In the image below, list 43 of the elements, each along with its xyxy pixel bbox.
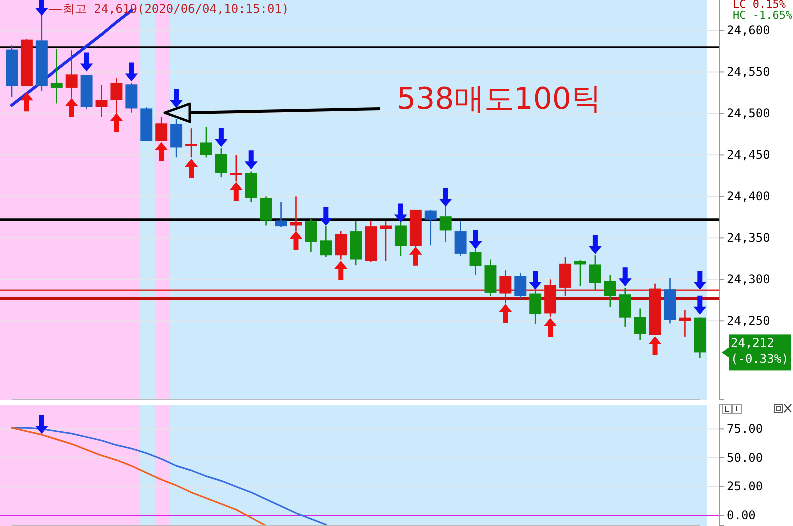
candlestick [230, 154, 242, 182]
y-tick-label: 25.00 [727, 480, 764, 494]
point [694, 271, 707, 290]
candlestick [335, 230, 348, 260]
y-tick-label: 24,450 [727, 148, 770, 162]
candlestick [530, 290, 542, 326]
candlestick [305, 218, 318, 253]
y-tick-label: 24,600 [727, 24, 770, 38]
candlestick [500, 270, 512, 304]
candlestick [619, 287, 632, 328]
y-tick-label: 24,250 [727, 314, 770, 328]
point [529, 271, 542, 290]
annotation: 538매도100틱 [397, 82, 602, 118]
candlestick [424, 209, 437, 246]
y-tick-label: 24,300 [727, 272, 770, 287]
candlestick [260, 196, 272, 226]
y-tick-label: 24,550 [727, 65, 770, 80]
candlestick [215, 148, 228, 178]
candlestick [454, 220, 467, 258]
candlestick [380, 220, 392, 262]
text: 24,212 (-0.33%) [731, 336, 789, 366]
candlestick [170, 118, 183, 158]
candlestick [50, 48, 63, 104]
y-tick-label: 75.00 [727, 422, 764, 436]
text: HC -1.65% [733, 9, 793, 22]
candlestick [574, 260, 586, 287]
candlestick [156, 116, 168, 142]
candlestick [514, 272, 527, 300]
text: LC 0.15% [733, 0, 786, 12]
candlestick [634, 308, 646, 341]
candlestick [589, 254, 602, 292]
candlestick [186, 128, 198, 158]
y-tick-label: 50.00 [727, 450, 764, 465]
candlestick [200, 126, 212, 158]
candlestick [604, 274, 616, 308]
y-tick-label: 0.00 [727, 508, 756, 522]
y-tick-label: 24,350 [727, 231, 770, 246]
candlestick [96, 84, 108, 118]
candlestick [275, 202, 288, 228]
y-tick-label: 24,500 [727, 106, 770, 121]
annotation: 최고 24,619(2020/06/04,10:15:01) [62, 2, 290, 16]
y-tick-label: 24,400 [727, 190, 770, 204]
candlestick [679, 310, 692, 338]
